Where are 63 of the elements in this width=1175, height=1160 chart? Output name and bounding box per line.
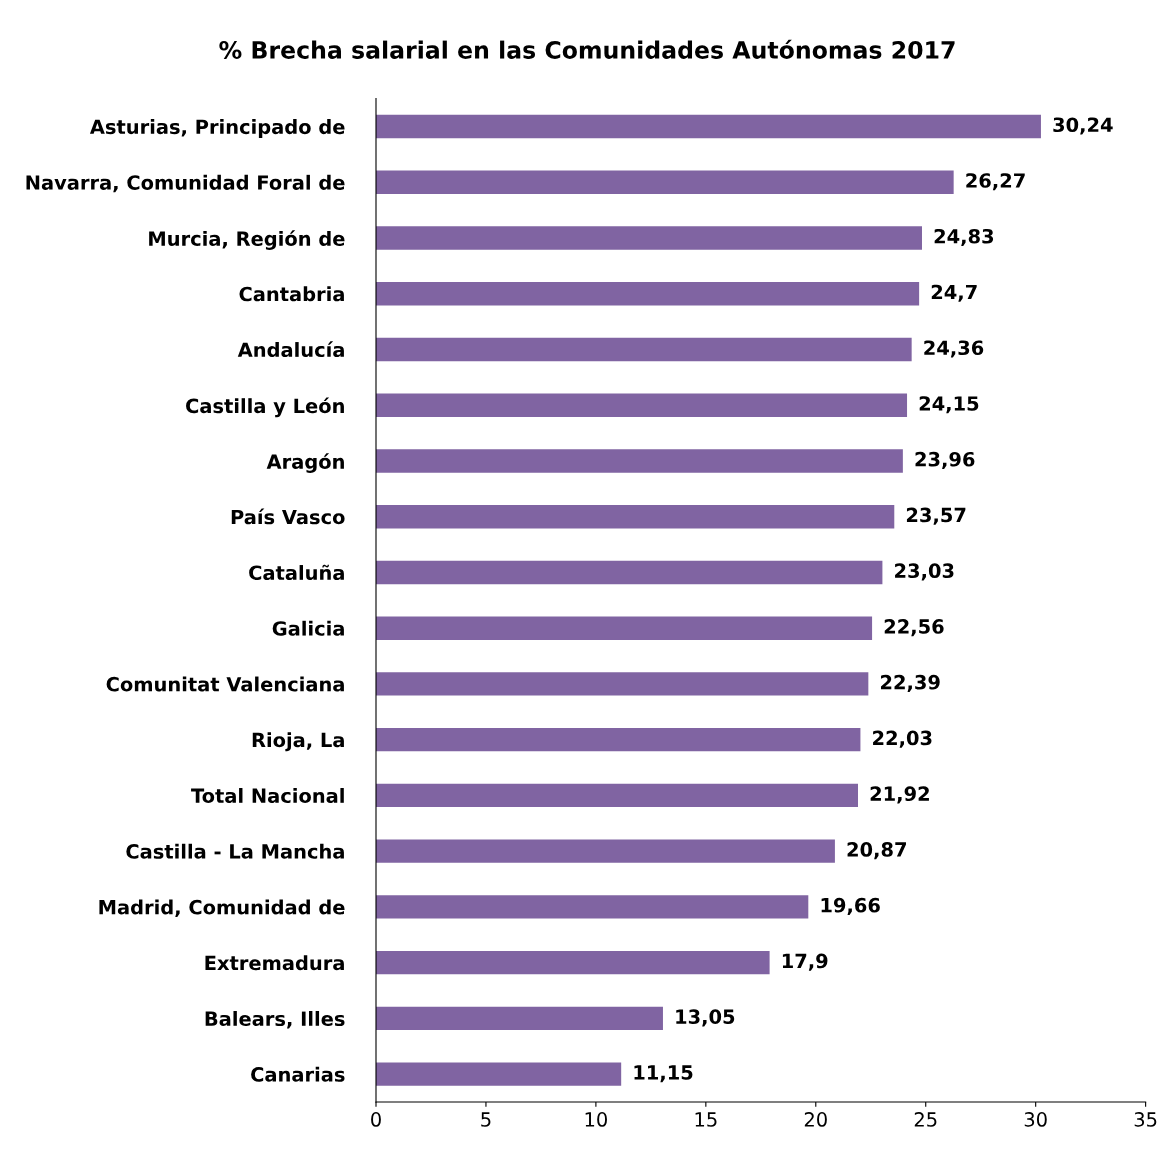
data-label: 19,66 <box>821 897 880 916</box>
bar <box>376 1006 663 1031</box>
data-label: 23,57 <box>906 507 966 525</box>
y-tick-label: Andalucía <box>237 341 344 358</box>
bar <box>376 449 903 473</box>
data-label: 24,83 <box>934 228 994 247</box>
data-label: 20,87 <box>847 842 906 860</box>
y-tick-label: Murcia, Región de <box>149 230 345 250</box>
bar <box>376 616 873 640</box>
y-tick-label: Balears, Illes <box>205 1011 345 1029</box>
y-tick-label: Galicia <box>272 620 344 636</box>
x-tick-label: 20 <box>804 1112 827 1127</box>
bar <box>376 504 895 529</box>
data-label: 26,27 <box>966 173 1025 191</box>
data-label: 17,9 <box>782 953 828 971</box>
data-label: 23,96 <box>915 451 975 470</box>
data-label: 11,15 <box>634 1065 693 1083</box>
x-tick-label: 30 <box>1024 1112 1047 1127</box>
bar <box>376 393 908 417</box>
data-label: 24,15 <box>919 396 979 414</box>
y-tick-label: País Vasco <box>231 508 345 525</box>
data-label: 22,03 <box>873 730 932 748</box>
y-tick-label: Extremadura <box>205 955 344 971</box>
bar <box>376 170 954 194</box>
x-tick-label: 5 <box>481 1112 491 1127</box>
x-tick-label: 15 <box>695 1112 717 1127</box>
bar <box>376 839 835 863</box>
bar <box>376 1062 622 1086</box>
y-tick-label: Castilla y León <box>186 397 344 418</box>
y-tick-label: Asturias, Principado de <box>89 119 345 138</box>
data-label: 24,36 <box>924 340 984 358</box>
bar <box>376 114 1041 139</box>
data-label: 21,92 <box>870 786 929 804</box>
x-tick-label: 35 <box>1134 1112 1157 1127</box>
y-tick-label: Castilla - La Mancha <box>126 843 344 859</box>
y-tick-label: Total Nacional <box>191 788 344 804</box>
bar <box>376 337 912 362</box>
bar <box>376 672 869 696</box>
bar <box>376 895 809 919</box>
y-tick-label: Canarias <box>251 1066 345 1082</box>
x-tick-label: 10 <box>585 1112 607 1127</box>
bar <box>376 560 883 585</box>
y-tick-label: Comunitat Valenciana <box>106 676 344 692</box>
data-label: 22,56 <box>884 619 944 637</box>
data-label: 22,39 <box>880 674 940 693</box>
y-tick-label: Navarra, Comunidad Foral de <box>26 174 345 193</box>
data-label: 13,05 <box>676 1009 735 1027</box>
bar <box>376 727 861 752</box>
bar <box>376 950 770 975</box>
y-tick-label: Aragón <box>266 453 344 473</box>
chart-title: % Brecha salarial en las Comunidades Autónomas 2017 <box>219 39 955 59</box>
data-label: 30,24 <box>1053 117 1113 135</box>
bar <box>376 226 922 250</box>
bar <box>376 783 859 808</box>
y-tick-label: Cantabria <box>239 286 344 302</box>
data-label: 23,03 <box>895 563 954 581</box>
y-tick-label: Cataluña <box>249 564 344 581</box>
x-tick-label: 25 <box>914 1112 937 1127</box>
x-tick-label: 0 <box>371 1112 381 1127</box>
bar <box>376 282 920 306</box>
data-label: 24,7 <box>931 284 977 302</box>
y-tick-label: Madrid, Comunidad de <box>99 899 345 918</box>
y-tick-label: Rioja, La <box>252 732 344 752</box>
